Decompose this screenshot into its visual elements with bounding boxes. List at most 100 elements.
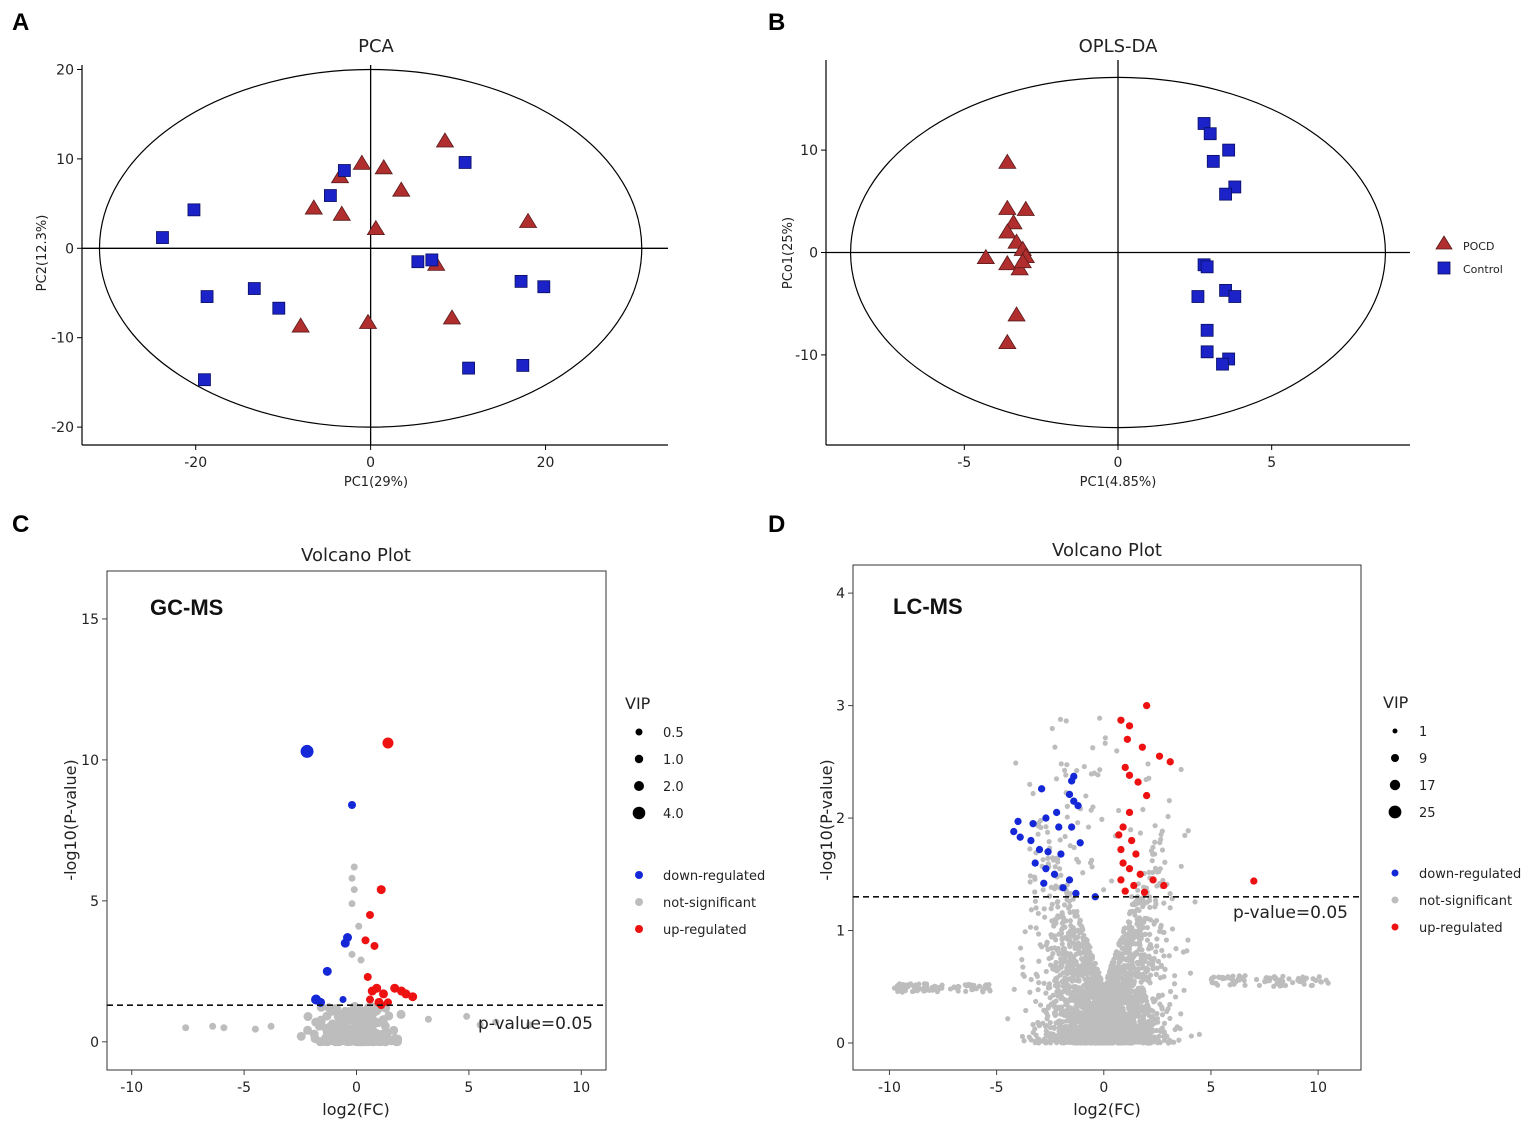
ns-point — [1130, 1032, 1137, 1038]
gc-ms-volcano-chart: C Volcano Plot log2(FC) -log10(P-value) … — [12, 511, 765, 1119]
ns-point — [1033, 905, 1039, 911]
ns-point — [1102, 735, 1108, 741]
ns-point — [1061, 1011, 1067, 1018]
legend-vip-marker — [634, 781, 644, 791]
ns-point — [1114, 953, 1120, 959]
y-tick-label: 10 — [56, 152, 74, 168]
ns-point — [1059, 941, 1065, 947]
ns-point — [350, 1001, 360, 1011]
ns-point — [1035, 1036, 1041, 1042]
pocd-point — [374, 159, 393, 175]
ns-point — [1067, 937, 1073, 944]
ns-point — [1061, 918, 1067, 924]
ns-point — [1127, 908, 1133, 915]
ns-point — [1128, 998, 1135, 1004]
up-regulated-point — [378, 989, 388, 999]
ns-point — [347, 1027, 357, 1037]
up-regulated-point — [1143, 791, 1151, 800]
legend-down-marker — [1391, 869, 1399, 877]
up-regulated-point — [1125, 865, 1134, 873]
up-regulated-point — [1155, 752, 1164, 760]
ns-point — [1316, 974, 1322, 980]
ns-point — [1057, 866, 1063, 872]
control-point — [187, 203, 201, 217]
chart-title: PCA — [358, 36, 394, 57]
ns-point — [1021, 1038, 1027, 1044]
ns-point — [1172, 973, 1178, 979]
pocd-point — [518, 212, 538, 228]
ns-point — [1067, 1028, 1073, 1034]
ns-point — [1048, 884, 1054, 890]
up-regulated-point — [1121, 763, 1129, 772]
ns-point — [1271, 983, 1277, 989]
ns-point — [1071, 984, 1077, 990]
confidence-ellipse — [98, 68, 643, 428]
ns-point — [1157, 1001, 1163, 1007]
ns-point — [1130, 1005, 1136, 1011]
ns-point — [1085, 824, 1092, 830]
pocd-point — [998, 254, 1017, 271]
ns-point — [1099, 992, 1105, 998]
ns-point — [1141, 1016, 1147, 1022]
ns-point — [1192, 899, 1198, 905]
ns-point — [1082, 955, 1088, 961]
y-axis-label: -log10(P-value) — [61, 759, 80, 880]
control-point — [1228, 290, 1242, 303]
ns-point — [1074, 767, 1080, 774]
ns-point — [1275, 980, 1281, 986]
ns-point — [1144, 937, 1151, 943]
ns-point — [339, 1013, 349, 1023]
ns-point — [1145, 1040, 1151, 1046]
pocd-point — [1013, 252, 1032, 269]
ns-point — [1309, 982, 1315, 988]
ns-point — [1060, 946, 1066, 952]
ns-point — [1115, 1036, 1122, 1042]
ns-point — [1058, 1007, 1064, 1013]
ns-point — [1140, 1004, 1146, 1011]
ns-point — [1055, 964, 1061, 970]
ns-point — [1081, 968, 1087, 974]
ns-point — [1241, 977, 1247, 984]
control-point — [1203, 127, 1217, 141]
ns-point — [424, 1015, 432, 1023]
ns-point — [1035, 987, 1041, 993]
ns-point — [1077, 930, 1083, 936]
ns-point — [1046, 981, 1053, 987]
ns-point — [1067, 918, 1074, 924]
control-point — [323, 189, 337, 202]
ns-point — [1065, 1037, 1071, 1043]
ns-point — [1074, 941, 1080, 948]
up-regulated-point — [1125, 771, 1134, 779]
ns-point — [1097, 1031, 1103, 1037]
legend-vip-marker — [632, 806, 646, 820]
ns-point — [1074, 856, 1080, 862]
up-regulated-point — [1166, 758, 1174, 766]
ns-point — [1064, 803, 1070, 809]
y-tick-label: 10 — [81, 753, 99, 769]
control-point — [337, 164, 351, 177]
y-tick-label: 0 — [836, 1036, 845, 1052]
ns-point — [1063, 718, 1069, 724]
down-regulated-point — [1016, 833, 1024, 841]
ns-point — [1043, 1023, 1050, 1029]
ns-point — [1065, 1003, 1071, 1010]
ns-point — [367, 1012, 377, 1022]
ns-point — [1030, 1029, 1036, 1036]
ns-point — [1058, 959, 1064, 966]
ns-point — [1011, 986, 1017, 992]
legend-vip-label: 2.0 — [663, 780, 684, 795]
ns-point — [1068, 956, 1074, 963]
ns-point — [1033, 998, 1039, 1005]
ns-point — [1139, 998, 1145, 1004]
ns-point — [1093, 1007, 1100, 1014]
down-regulated-point — [1037, 785, 1046, 793]
ns-point — [939, 985, 945, 991]
ns-point — [983, 982, 989, 988]
legend-vip-marker — [1391, 754, 1399, 762]
ns-point — [1022, 929, 1028, 935]
ns-point — [1145, 761, 1151, 767]
ns-point — [1082, 1033, 1088, 1039]
pocd-point — [1007, 306, 1026, 322]
down-regulated-point — [1065, 790, 1074, 799]
ns-point — [1108, 981, 1114, 987]
